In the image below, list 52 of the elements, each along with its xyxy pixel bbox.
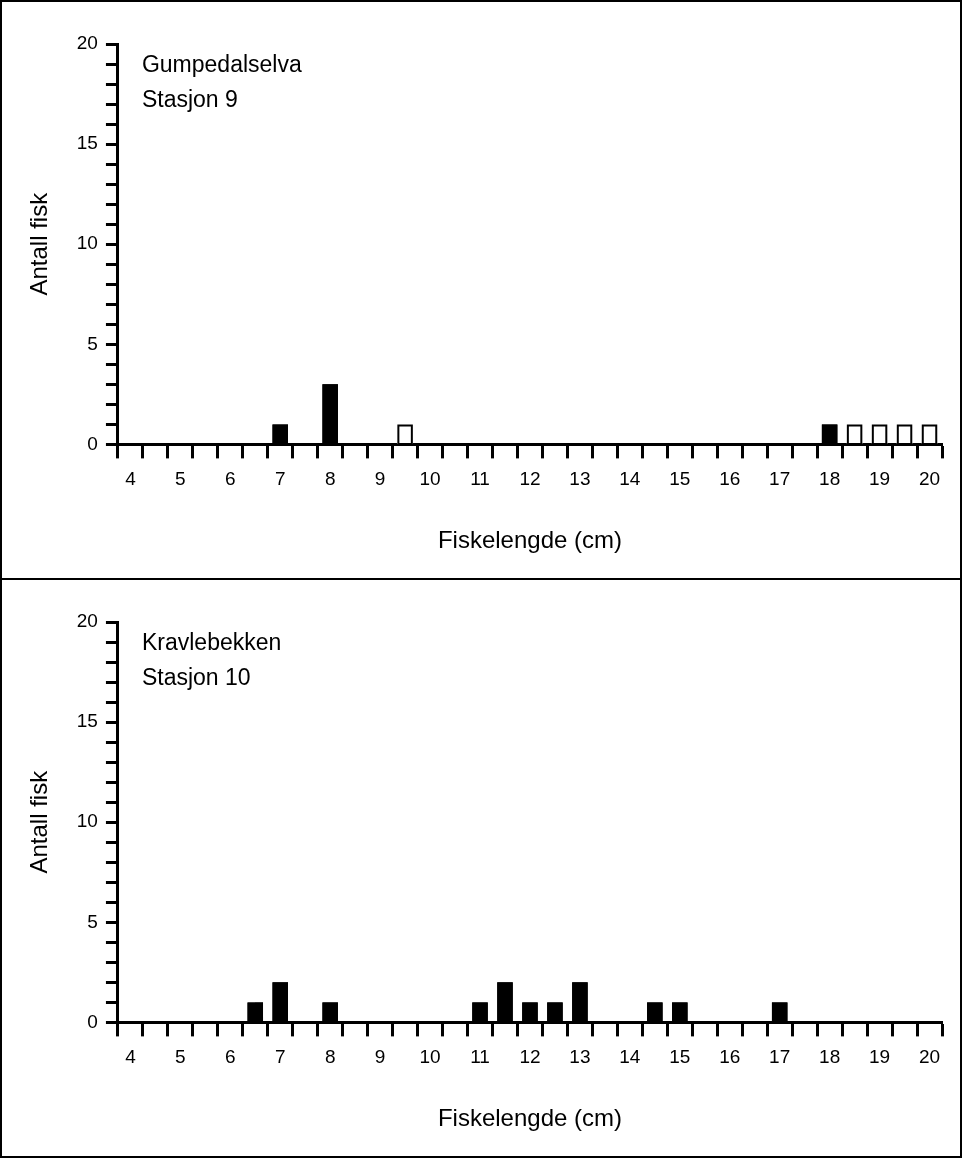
- x-tick-label: 16: [719, 468, 741, 490]
- y-axis-title: Antall fisk: [25, 769, 53, 874]
- x-tick-label: 17: [769, 1046, 791, 1068]
- x-tick-label: 11: [470, 1046, 490, 1068]
- x-tick-label: 10: [419, 468, 441, 490]
- x-tick-label: 20: [918, 1046, 941, 1068]
- x-tick-label: 4: [125, 468, 137, 490]
- x-axis-title: Fiskelengde (cm): [437, 526, 622, 554]
- y-tick-label: 15: [76, 132, 98, 154]
- y-tick-label: 20: [76, 610, 98, 632]
- x-tick-label: 8: [324, 468, 336, 490]
- x-tick-label: 14: [619, 1046, 641, 1068]
- x-tick-label: 18: [819, 468, 841, 490]
- x-tick-label: 16: [719, 1046, 741, 1068]
- x-tick-label: 17: [769, 468, 791, 490]
- x-tick-label: 4: [125, 1046, 137, 1068]
- chart-title: Kravlebekken: [141, 628, 282, 655]
- chart-title: Gumpedalselva: [141, 50, 302, 77]
- x-tick-label: 19: [869, 468, 891, 490]
- y-tick-label: 15: [76, 710, 98, 732]
- text: Stasjon 10: [141, 663, 251, 690]
- x-tick-label: 14: [619, 468, 641, 490]
- x-tick-label: 19: [869, 1046, 891, 1068]
- x-tick-label: 18: [819, 1046, 841, 1068]
- x-tick-label: 8: [324, 1046, 336, 1068]
- x-tick-label: 12: [519, 468, 541, 490]
- y-tick-label: 5: [87, 332, 98, 354]
- y-tick-label: 10: [76, 232, 98, 254]
- y-tick-label: 0: [87, 1010, 98, 1032]
- x-tick-label: 11: [470, 468, 490, 490]
- y-tick-label: 20: [76, 32, 98, 54]
- text: Stasjon 9: [141, 85, 238, 112]
- x-tick-label: 5: [175, 1046, 186, 1068]
- x-tick-label: 12: [519, 1046, 541, 1068]
- x-axis-title: Fiskelengde (cm): [437, 1104, 622, 1132]
- x-tick-label: 6: [225, 468, 236, 490]
- x-tick-label: 5: [175, 468, 186, 490]
- x-tick-label: 20: [918, 468, 941, 490]
- x-tick-label: 13: [569, 1046, 591, 1068]
- x-tick-label: 10: [419, 1046, 441, 1068]
- x-tick-label: 9: [374, 1046, 386, 1068]
- y-axis-title: Antall fisk: [25, 191, 53, 296]
- y-tick-label: 10: [76, 810, 98, 832]
- x-tick-label: 15: [669, 1046, 691, 1068]
- x-tick-label: 15: [669, 468, 691, 490]
- x-tick-label: 6: [225, 1046, 236, 1068]
- x-tick-label: 7: [274, 1046, 286, 1068]
- x-tick-label: 7: [274, 468, 286, 490]
- y-tick-label: 0: [87, 432, 98, 454]
- y-tick-label: 5: [87, 910, 98, 932]
- x-tick-label: 9: [374, 468, 386, 490]
- x-tick-label: 13: [569, 468, 591, 490]
